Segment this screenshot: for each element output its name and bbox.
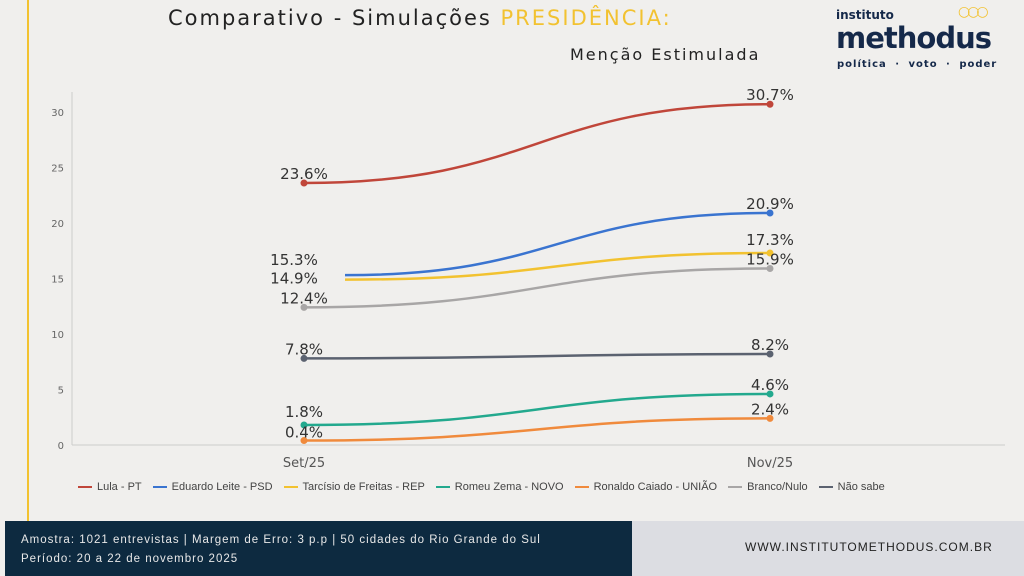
legend-label: Branco/Nulo	[747, 481, 808, 493]
data-point	[766, 414, 774, 422]
series-line	[303, 352, 771, 360]
legend-item: Ronaldo Caiado - UNIÃO	[574, 480, 718, 494]
logo-tagline: política · voto · poder	[837, 59, 998, 70]
legend-item: Romeu Zema - NOVO	[435, 480, 564, 494]
data-point	[766, 209, 774, 217]
legend-item: Branco/Nulo	[728, 480, 808, 494]
data-label: 4.6%	[751, 376, 789, 394]
y-tick-label: 15	[51, 275, 64, 286]
logo-name: methodus	[836, 21, 992, 55]
data-point	[766, 350, 774, 358]
legend-swatch	[78, 486, 92, 488]
legend-label: Lula - PT	[97, 481, 142, 493]
x-tick-label: Set/25	[283, 456, 325, 471]
series-line	[303, 392, 771, 427]
data-point	[300, 179, 308, 187]
accent-line	[27, 0, 29, 521]
series-line	[303, 102, 771, 185]
footer-period: Período: 20 a 22 de novembro 2025	[21, 553, 239, 565]
data-label: 2.4%	[751, 400, 789, 418]
title-highlight: PRESIDÊNCIA:	[500, 6, 672, 30]
data-label: 8.2%	[751, 336, 789, 354]
series-line	[303, 267, 771, 309]
legend-item: Lula - PT	[78, 480, 142, 494]
data-point	[766, 100, 774, 108]
legend-swatch	[818, 486, 833, 488]
logo: ○○○ instituto methodus política · voto ·…	[836, 4, 1016, 76]
title-text: Comparativo - Simulações	[168, 6, 501, 30]
series-line	[344, 251, 771, 281]
legend-label: Não sabe	[837, 481, 885, 493]
footer-info: Amostra: 1021 entrevistas | Margem de Er…	[5, 521, 632, 576]
data-label: 17.3%	[746, 231, 794, 249]
legend-item: Tarcísio de Freitas - REP	[283, 480, 425, 494]
data-label: 1.8%	[285, 403, 323, 421]
page-subtitle: Menção Estimulada	[570, 45, 761, 64]
footer-website-panel: WWW.INSTITUTOMETHODUS.COM.BR	[632, 521, 1024, 576]
legend-label: Ronaldo Caiado - UNIÃO	[593, 481, 718, 493]
legend-item: Não sabe	[818, 480, 885, 494]
data-point	[766, 265, 774, 273]
legend-label: Romeu Zema - NOVO	[454, 481, 564, 493]
data-point	[300, 421, 308, 429]
series-line	[303, 417, 771, 442]
legend-swatch	[435, 486, 450, 488]
legend-swatch	[283, 486, 298, 488]
data-point	[300, 437, 308, 445]
legend-swatch	[728, 486, 743, 488]
data-label: 15.9%	[746, 251, 794, 269]
chart-legend: Lula - PT Eduardo Leite - PSD Tarcísio de …	[78, 480, 1018, 494]
data-point	[766, 249, 774, 257]
line-chart: 0 5 10 15 20 25 30 Set/25 Nov/25 23.6% 30.7% 15.3% 2…	[51, 86, 1005, 471]
website-link[interactable]: WWW.INSTITUTOMETHODUS.COM.BR	[745, 540, 993, 554]
data-label: 30.7%	[746, 86, 794, 104]
y-tick-label: 5	[58, 386, 64, 397]
data-label: 15.3%	[270, 251, 318, 269]
logo-top: instituto	[836, 8, 894, 22]
y-tick-label: 0	[58, 441, 64, 452]
y-tick-label: 30	[51, 108, 64, 119]
data-label: 23.6%	[280, 165, 328, 183]
legend-swatch	[152, 486, 167, 488]
y-tick-label: 10	[51, 330, 64, 341]
data-label: 12.4%	[280, 289, 328, 307]
data-label: 0.4%	[285, 424, 323, 442]
y-tick-label: 25	[51, 164, 64, 175]
logo-rings-icon: ○○○	[958, 4, 989, 20]
legend-label: Tarcísio de Freitas - REP	[302, 481, 425, 493]
data-label: 14.9%	[270, 270, 318, 288]
legend-item: Eduardo Leite - PSD	[152, 480, 273, 494]
data-point	[766, 390, 774, 398]
page-title: Comparativo - Simulações PRESIDÊNCIA:	[168, 6, 672, 30]
data-point	[300, 354, 308, 362]
legend-label: Eduardo Leite - PSD	[171, 481, 273, 493]
data-label: 7.8%	[285, 340, 323, 358]
legend-swatch	[574, 486, 589, 488]
series-line	[344, 211, 771, 277]
data-point	[300, 303, 308, 311]
x-tick-label: Nov/25	[747, 456, 793, 471]
y-tick-label: 20	[51, 219, 64, 230]
data-label: 20.9%	[746, 195, 794, 213]
footer-sample: Amostra: 1021 entrevistas | Margem de Er…	[21, 534, 541, 546]
